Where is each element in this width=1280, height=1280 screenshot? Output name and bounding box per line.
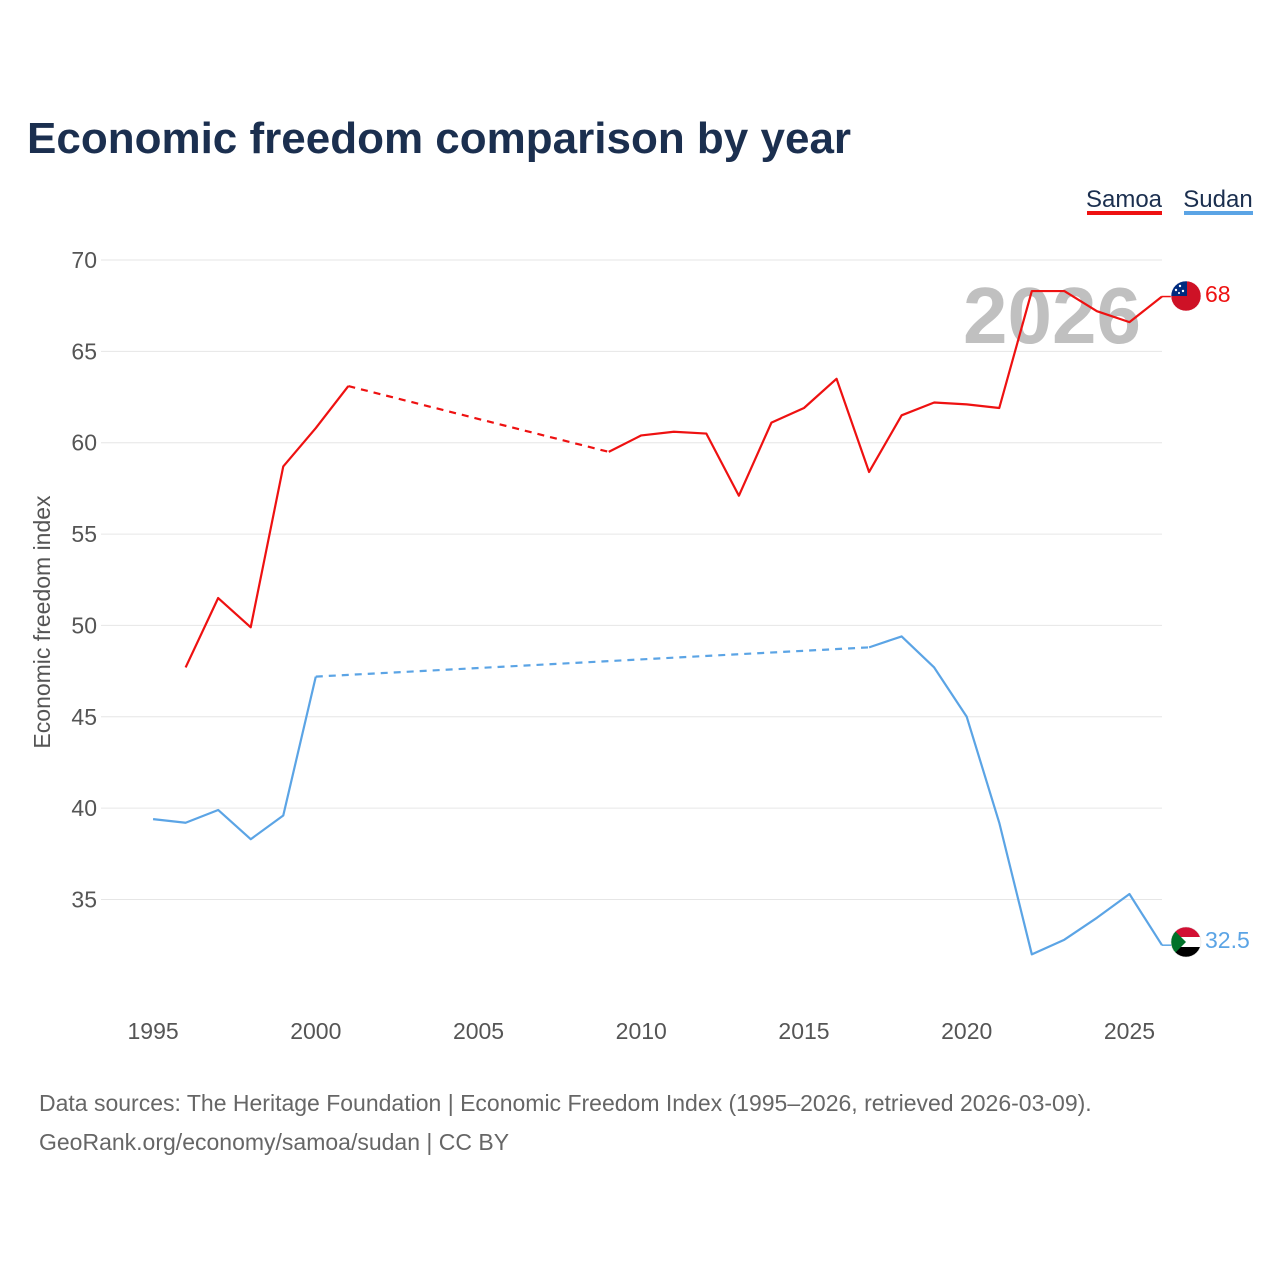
y-tick-label: 35 [71,887,97,913]
x-tick-label: 2020 [941,1018,992,1044]
year-watermark: 2026 [963,271,1141,360]
x-tick-label: 2025 [1104,1018,1155,1044]
y-axis-ticks: 35 40 45 50 55 60 65 70 [71,247,97,913]
legend-sudan-label[interactable]: Sudan [1183,186,1252,213]
y-tick-label: 40 [71,795,97,821]
gridlines [101,259,1162,901]
y-tick-label: 60 [71,430,97,456]
sudan-series-line-solid-0 [152,676,317,841]
y-tick-label: 55 [71,521,97,547]
x-tick-label: 2010 [616,1018,667,1044]
x-tick-label: 2015 [778,1018,829,1044]
chart-title: Economic freedom comparison by year [27,114,851,163]
y-tick-label: 70 [71,247,97,273]
samoa-series-line-solid-0 [184,385,350,668]
x-tick-label: 1995 [127,1018,178,1044]
samoa-series-line-solid-2 [608,289,1163,497]
legend: Samoa Sudan [1086,186,1253,215]
sudan-end-value: 32.5 [1205,927,1250,953]
y-tick-label: 65 [71,338,97,364]
x-tick-label: 2000 [290,1018,341,1044]
y-tick-label: 45 [71,704,97,730]
legend-samoa-label[interactable]: Samoa [1086,186,1163,213]
sudan-flag-icon [1170,926,1202,958]
samoa-end-value: 68 [1205,281,1231,307]
x-tick-label: 2005 [453,1018,504,1044]
url-credit[interactable]: GeoRank.org/economy/samoa/sudan | CC BY [39,1129,509,1155]
y-axis-label: Economic freedom index [29,495,55,749]
sudan-series-line-dashed-1 [315,646,870,678]
x-axis-ticks: 1995 2000 2005 2010 2015 2020 2025 [127,1018,1155,1044]
source-note: Data sources: The Heritage Foundation | … [39,1090,1092,1116]
y-tick-label: 50 [71,612,97,638]
series-lines [152,289,1172,956]
samoa-series-line-dashed-1 [348,385,609,453]
sudan-series-line-solid-2 [868,635,1163,956]
samoa-flag-icon [1170,280,1202,312]
